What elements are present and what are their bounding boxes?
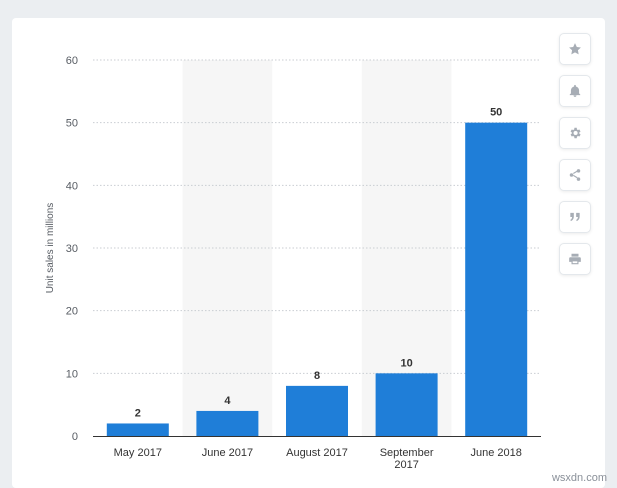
y-tick-label: 30: [66, 243, 78, 255]
quote-icon: [570, 212, 580, 222]
x-tick-label: June 2017: [202, 447, 253, 459]
data-label: 2: [135, 407, 141, 419]
y-axis-ticks: 0 10 20 30 40 50 60: [66, 55, 78, 443]
data-label: 8: [314, 370, 320, 382]
print-button[interactable]: [559, 243, 591, 275]
share-icon: [569, 169, 581, 181]
watermark: wsxdn.com: [551, 472, 607, 484]
favorite-button[interactable]: [559, 33, 591, 65]
y-tick-label: 40: [66, 180, 78, 192]
bar[interactable]: [375, 373, 438, 436]
bar[interactable]: [465, 122, 528, 437]
data-labels: 2 4 8 10 50: [135, 107, 503, 420]
x-axis-ticks: May 2017 June 2017 August 2017 September 201…: [114, 447, 522, 471]
bell-icon: [569, 84, 581, 97]
x-tick-label: June 2018: [471, 447, 522, 459]
print-icon: [569, 253, 581, 265]
bar[interactable]: [106, 423, 169, 436]
notification-button[interactable]: [559, 75, 591, 107]
x-tick-label: August 2017: [286, 447, 348, 459]
data-label: 50: [490, 107, 502, 119]
bar[interactable]: [196, 410, 259, 436]
y-tick-label: 0: [72, 431, 78, 443]
y-axis-label: Unit sales in millions: [45, 203, 56, 294]
data-label: 10: [400, 357, 412, 369]
gear-icon: [570, 127, 581, 139]
star-icon: [569, 43, 581, 55]
settings-button[interactable]: [559, 117, 591, 149]
bar[interactable]: [286, 385, 348, 436]
y-tick-label: 20: [66, 306, 78, 318]
y-tick-label: 60: [66, 55, 78, 67]
bars: [106, 122, 528, 437]
share-button[interactable]: [559, 159, 591, 191]
y-tick-label: 10: [66, 368, 78, 380]
x-tick-label: September 2017: [380, 447, 434, 471]
data-label: 4: [224, 395, 231, 407]
x-tick-label: May 2017: [114, 447, 162, 459]
y-tick-label: 50: [66, 118, 78, 130]
cite-button[interactable]: [559, 201, 591, 233]
gridlines: [93, 59, 541, 374]
